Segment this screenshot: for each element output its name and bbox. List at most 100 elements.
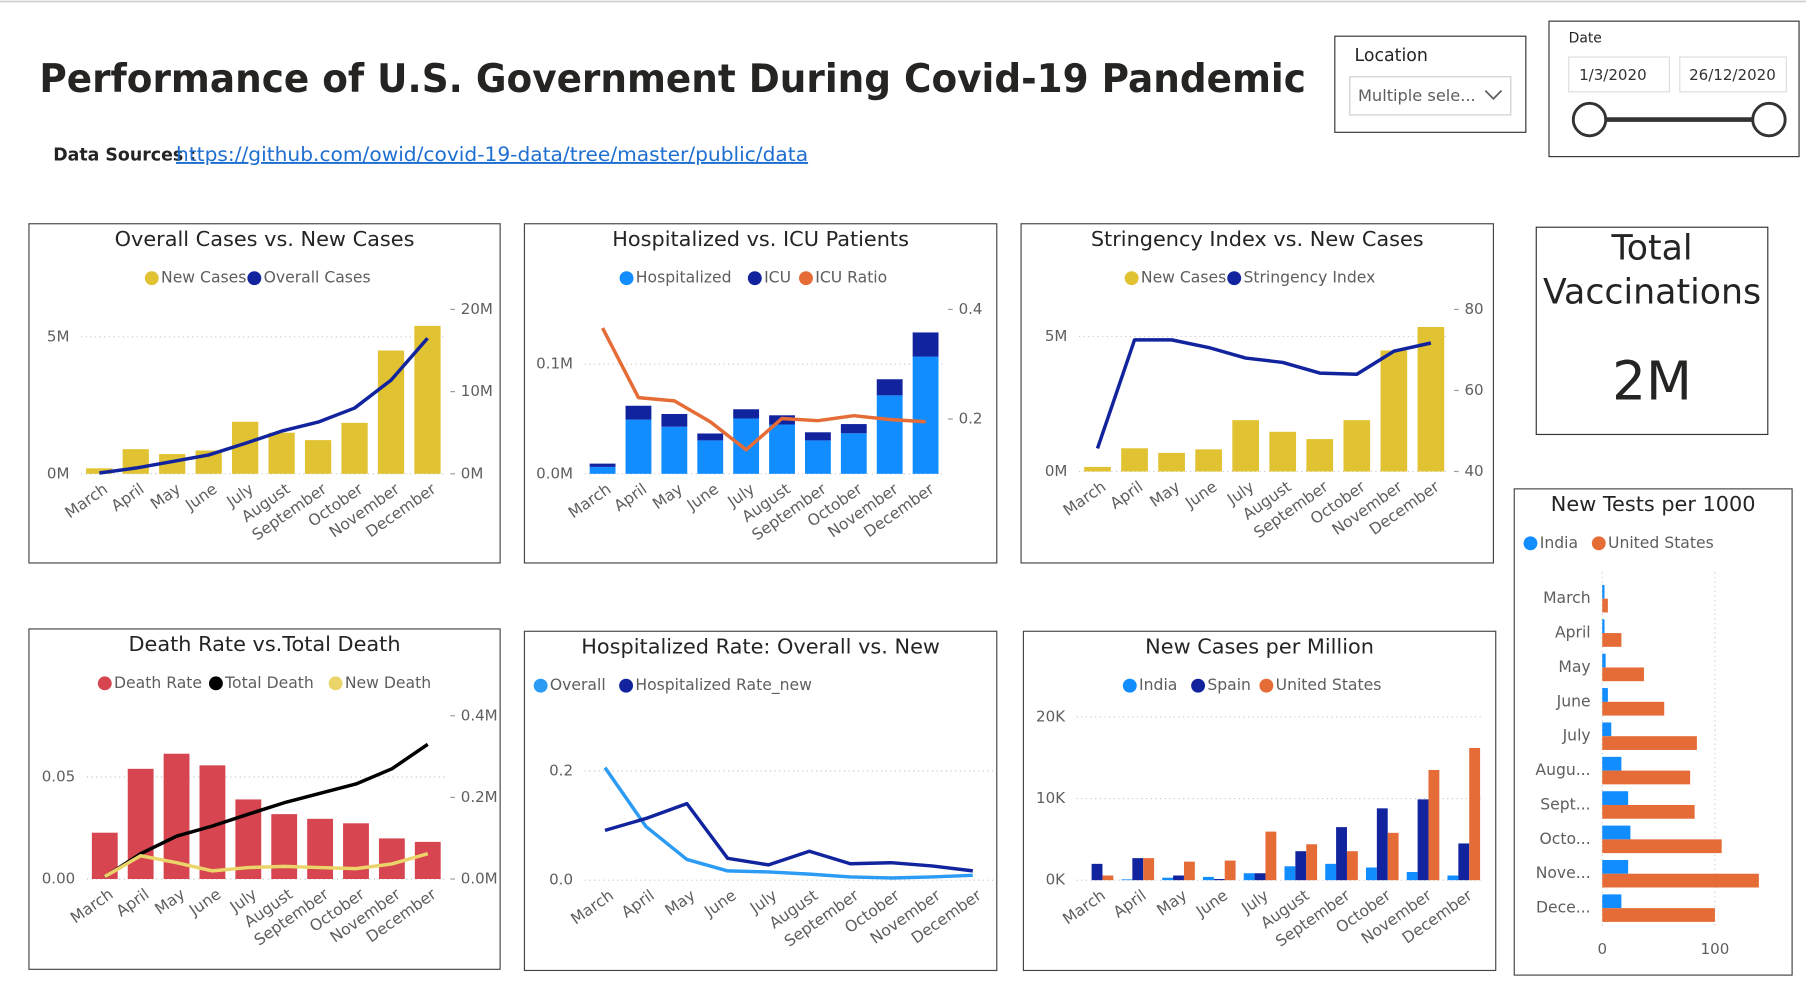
legend-swatch [747, 271, 762, 286]
bar [1232, 420, 1260, 472]
bar [1084, 466, 1111, 472]
bar [1162, 877, 1174, 881]
y-tick-label: 0.00 [42, 870, 76, 888]
legend-swatch [1227, 271, 1242, 286]
bar [307, 818, 334, 880]
bar [1602, 894, 1622, 909]
dropdown-value: Multiple sele... [1358, 86, 1476, 105]
card-label: Total Vaccinations [1542, 228, 1762, 313]
bar [1602, 791, 1629, 805]
date-input[interactable] [1568, 56, 1670, 93]
bar [1469, 747, 1481, 881]
bar [1102, 875, 1114, 881]
bar [1195, 449, 1222, 472]
line-series [99, 337, 429, 475]
legend-swatch [1122, 678, 1137, 693]
slider-handle[interactable] [1571, 101, 1608, 138]
legend-label: Death Rate [114, 674, 202, 692]
bar [1602, 736, 1697, 750]
bar [625, 419, 652, 474]
bar [1602, 688, 1608, 702]
bar [1602, 825, 1631, 840]
bar [1387, 832, 1399, 881]
card-label-box: Total Vaccinations [1542, 228, 1762, 313]
sources-label: Data Sources : [53, 145, 196, 165]
legend-label: Total Death [224, 674, 314, 692]
legend-swatch [619, 678, 634, 693]
bar [1284, 866, 1296, 881]
bar [1417, 326, 1445, 472]
legend-swatch [799, 271, 813, 286]
bar [1602, 756, 1622, 771]
bar [378, 838, 405, 880]
legend-label: Overall Cases [264, 269, 371, 287]
sources-link[interactable]: https://github.com/owid/covid-19-data/tr… [176, 143, 808, 166]
bar [589, 466, 616, 474]
y-tick-label: April [1555, 624, 1591, 642]
bar [1458, 843, 1470, 881]
bar [1121, 448, 1148, 472]
legend-label: ICU [764, 269, 791, 287]
bar [304, 440, 332, 474]
y-tick-label: 5M [47, 327, 70, 345]
chart-title: Death Rate vs.Total Death [129, 632, 401, 656]
bar [1417, 799, 1429, 881]
chart-title: Stringency Index vs. New Cases [1091, 227, 1424, 251]
bar [1254, 873, 1266, 881]
bar [661, 413, 688, 427]
bar [661, 426, 688, 474]
bar [876, 395, 903, 474]
bar [1602, 633, 1622, 647]
chart-panel [1513, 488, 1793, 976]
bar [840, 424, 867, 434]
date-slicer: Date 1/3/2020 26/12/2020 [1548, 20, 1800, 158]
legend-swatch [144, 271, 159, 286]
y2-tick-label: 0.0M [461, 870, 498, 888]
bar [769, 424, 795, 474]
bar [86, 468, 113, 474]
bar [1336, 827, 1347, 881]
bar [1602, 667, 1644, 682]
y-tick-label: March [1543, 589, 1591, 607]
legend-label: Stringency Index [1243, 269, 1375, 287]
bar [876, 379, 903, 396]
bar [1602, 653, 1606, 668]
date-input[interactable] [1679, 56, 1787, 93]
bar [1243, 873, 1255, 881]
legend-label: India [1540, 534, 1578, 552]
bar [341, 422, 368, 474]
chart-panel [523, 630, 998, 972]
y2-tick-label: 20M [461, 300, 493, 318]
bar [733, 418, 760, 474]
dropdown[interactable] [1349, 76, 1512, 116]
legend-swatch [619, 271, 634, 286]
bar [625, 405, 652, 420]
legend-swatch [1124, 271, 1139, 286]
bar [1295, 851, 1307, 881]
line-series [604, 801, 974, 873]
chart: New Tests per 1000 India United States 0 100… [1513, 488, 1793, 976]
line-series [103, 851, 429, 879]
y2-tick-label: 40 [1464, 462, 1483, 480]
bar [343, 823, 369, 880]
chart-title: New Tests per 1000 [1551, 492, 1756, 516]
legend-label: Spain [1207, 676, 1251, 694]
y-tick-label: Sept... [1540, 795, 1590, 813]
bar [414, 841, 441, 880]
legend-swatch [208, 676, 223, 691]
bar [912, 356, 939, 474]
date-end: 26/12/2020 [1689, 66, 1776, 84]
bar [1346, 851, 1358, 881]
bar [804, 432, 831, 441]
slider-handle[interactable] [1751, 101, 1787, 138]
chart-title: New Cases per Million [1145, 634, 1374, 658]
bar [1224, 860, 1236, 881]
legend-label: New Cases [161, 269, 246, 287]
bar [697, 440, 724, 474]
y-tick-label: 5M [1045, 327, 1068, 345]
bar [840, 433, 867, 474]
chart: Hospitalized vs. ICU Patients Hospitalize… [523, 223, 998, 564]
bar [1343, 420, 1371, 472]
